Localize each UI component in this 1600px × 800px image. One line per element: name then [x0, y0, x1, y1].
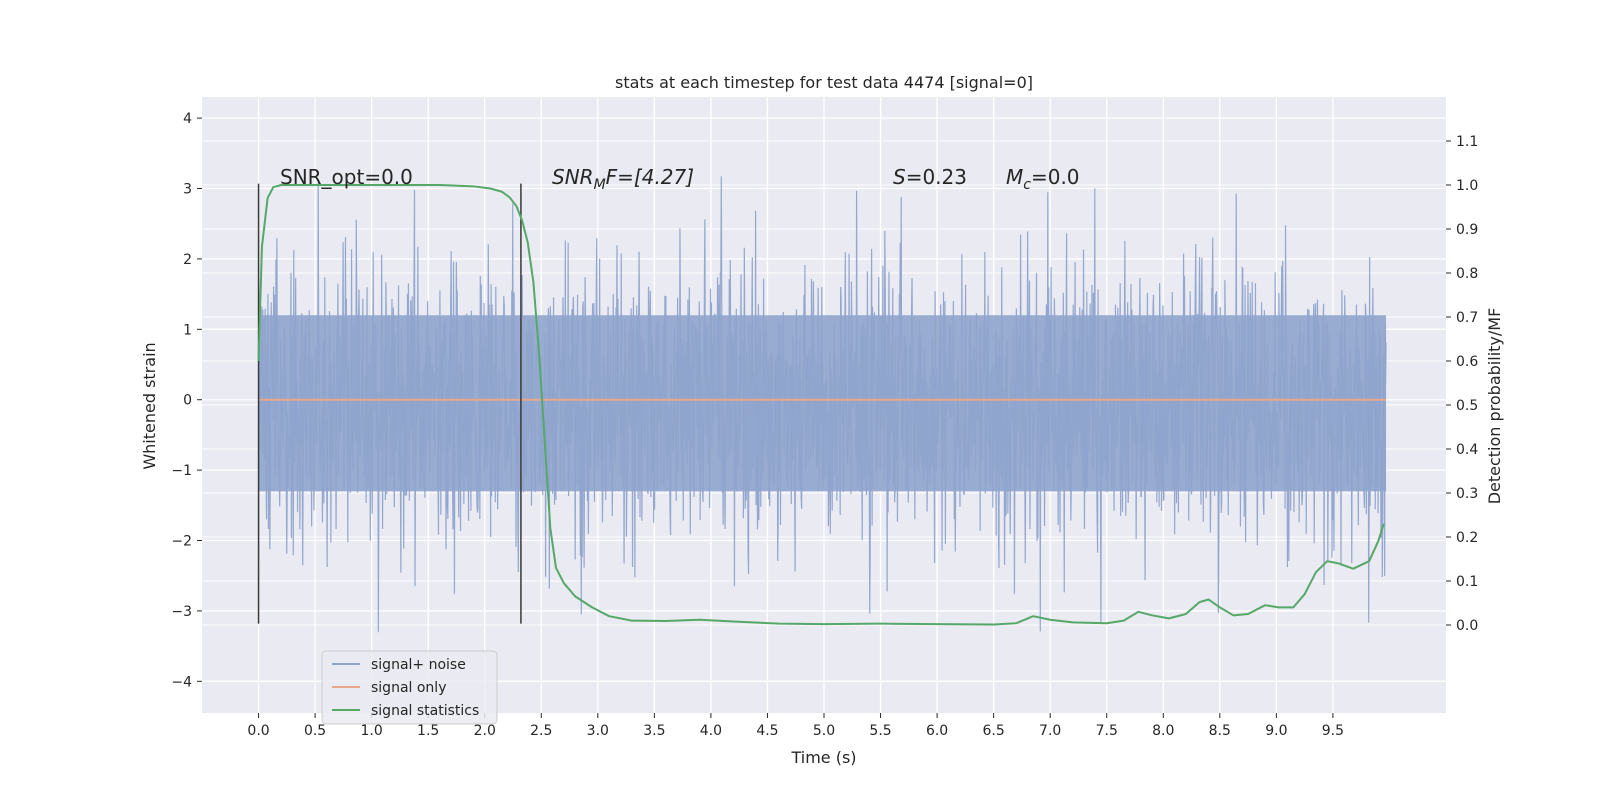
x-tick-label: 6.0: [926, 723, 948, 739]
x-tick-label: 7.5: [1096, 723, 1118, 739]
vertical-markers: [257, 183, 522, 624]
y2-tick-label: 0.7: [1456, 310, 1478, 326]
x-tick-label: 2.5: [530, 723, 552, 739]
x-tick-label: 1.5: [417, 723, 439, 739]
y2-tick-label: 1.0: [1456, 178, 1478, 194]
x-tick-label: 3.5: [643, 723, 665, 739]
y-tick-label: 4: [183, 111, 192, 127]
legend-label-signal-statistics: signal statistics: [371, 703, 479, 719]
x-tick-label: 8.5: [1209, 723, 1231, 739]
x-tick-label: 1.0: [361, 723, 383, 739]
annotation-s-rest: =0.23: [906, 165, 967, 189]
x-tick-label: 3.0: [587, 723, 609, 739]
x-tick-label: 2.0: [474, 723, 496, 739]
annotation-snr-opt: SNR_opt=0.0: [280, 165, 413, 189]
signal-statistics-line: [257, 184, 1385, 626]
y2-axis-label: Detection probability/MF: [1485, 308, 1504, 505]
chart-title: stats at each timestep for test data 447…: [615, 73, 1033, 92]
y-tick-label: 2: [183, 252, 192, 268]
annotation-mc: Mc=0.0: [1006, 165, 1080, 193]
y2-tick-label: 0.9: [1456, 222, 1478, 238]
annotation-snr-mf: SNRMF=[4.27]: [552, 165, 694, 193]
x-tick-label: 6.5: [983, 723, 1005, 739]
y-tick-label: −3: [171, 604, 192, 620]
y-axis-label: Whitened strain: [140, 342, 159, 469]
annotation-mc-sub: c: [1023, 177, 1031, 193]
y-tick-label: 1: [183, 322, 192, 338]
y-tick-label: −1: [171, 463, 192, 479]
y2-axis-ticks: 1.1 1.0 0.9 0.8 0.7 0.6 0.5 0.4 0.3 0.2 0.1 0.0: [1446, 134, 1478, 634]
y2-tick-label: 0.0: [1456, 618, 1478, 634]
annotation-mc-main: M: [1006, 165, 1023, 189]
y-axis-ticks: 4 3 2 1 0 −1 −2 −3 −4: [171, 111, 202, 690]
annotation-s-main: S: [893, 165, 906, 189]
y2-tick-label: 0.1: [1456, 574, 1478, 590]
x-tick-label: 8.0: [1152, 723, 1174, 739]
noise-trace: [257, 176, 1387, 633]
y-tick-label: −4: [171, 674, 192, 690]
signal-statistics-series: [257, 184, 1385, 626]
y2-tick-label: 0.4: [1456, 442, 1478, 458]
x-tick-label: 7.0: [1039, 723, 1061, 739]
y2-tick-label: 0.8: [1456, 266, 1478, 282]
legend-box: [321, 650, 498, 725]
legend-label-signal-only: signal only: [371, 680, 446, 696]
annotation-snr-mf-sub: M: [594, 177, 606, 193]
y2-tick-label: 0.2: [1456, 530, 1478, 546]
x-axis-ticks: 0.0 0.5 1.0 1.5 2.0 2.5 3.0 3.5 4.0 4.5 5.0 5.5 6.0 6…: [247, 713, 1344, 739]
legend-label-signal-noise: signal+ noise: [371, 657, 466, 673]
y2-tick-label: 0.3: [1456, 486, 1478, 502]
y2-tick-label: 0.5: [1456, 398, 1478, 414]
x-tick-label: 0.0: [247, 723, 269, 739]
y2-tick-label: 1.1: [1456, 134, 1478, 150]
y2-tick-label: 0.6: [1456, 354, 1478, 370]
x-tick-label: 5.0: [813, 723, 835, 739]
legend: signal+ noise signal only signal statist…: [321, 650, 498, 725]
x-tick-label: 9.0: [1265, 723, 1287, 739]
y-tick-label: −2: [171, 534, 192, 550]
x-axis-label: Time (s): [790, 748, 856, 767]
y-tick-label: 3: [183, 182, 192, 198]
annotation-snr-mf-rest: F=[4.27]: [606, 165, 694, 189]
annotation-snr-mf-main: SNR: [552, 165, 594, 189]
x-tick-label: 9.5: [1322, 723, 1344, 739]
x-tick-label: 0.5: [304, 723, 326, 739]
signal-plus-noise-series: [257, 176, 1387, 633]
annotation-s: S=0.23: [893, 165, 967, 189]
y-tick-label: 0: [183, 393, 192, 409]
annotation-mc-rest: =0.0: [1031, 165, 1080, 189]
x-tick-label: 4.0: [700, 723, 722, 739]
x-tick-label: 5.5: [869, 723, 891, 739]
x-tick-label: 4.5: [756, 723, 778, 739]
